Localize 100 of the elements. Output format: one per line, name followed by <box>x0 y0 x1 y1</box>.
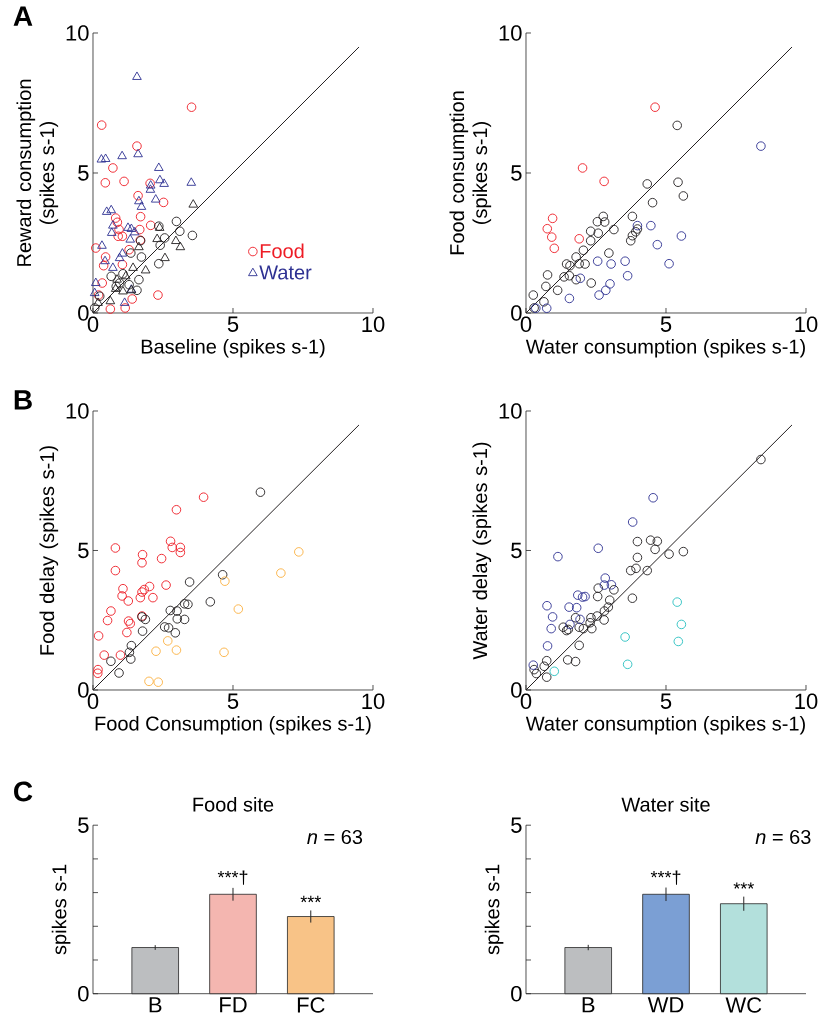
point <box>187 230 198 241</box>
point <box>106 227 117 236</box>
point <box>98 260 109 271</box>
y-axis-title: Water delay (spikes s-1) <box>472 442 492 660</box>
point <box>642 179 652 189</box>
point <box>632 220 643 231</box>
point <box>96 120 107 130</box>
point <box>154 258 164 269</box>
point <box>152 233 162 243</box>
point <box>528 660 539 670</box>
point <box>553 551 563 562</box>
point <box>559 272 569 282</box>
point <box>119 176 129 187</box>
point <box>631 563 641 574</box>
point <box>549 243 560 254</box>
point <box>622 659 633 670</box>
x-tick-label: 5 <box>660 693 672 709</box>
point <box>145 184 156 193</box>
point <box>160 252 170 262</box>
point <box>188 199 199 208</box>
point <box>601 285 611 296</box>
point <box>599 176 609 187</box>
point <box>585 236 596 246</box>
point <box>148 592 158 603</box>
point <box>115 650 126 660</box>
annotation: *** <box>733 882 754 889</box>
point <box>549 666 560 677</box>
point <box>546 623 556 634</box>
point <box>159 178 169 187</box>
point <box>625 236 636 246</box>
point <box>128 262 138 271</box>
point <box>117 259 128 270</box>
x-tick-label: WD <box>647 997 684 1013</box>
point <box>578 245 589 256</box>
point <box>137 558 147 568</box>
point <box>580 259 590 269</box>
point <box>220 576 230 586</box>
point <box>96 154 107 163</box>
point <box>106 606 116 616</box>
annotation: n = 63 <box>307 829 363 845</box>
y-tick-label: 5 <box>511 165 522 181</box>
point <box>571 252 581 262</box>
point <box>155 240 165 250</box>
point <box>106 656 116 667</box>
point <box>117 231 128 242</box>
point <box>574 234 584 244</box>
point <box>294 547 304 557</box>
point <box>123 222 133 231</box>
point <box>186 177 197 186</box>
point <box>122 627 132 638</box>
point <box>575 273 586 284</box>
point <box>170 628 181 638</box>
point <box>558 622 568 632</box>
point <box>564 293 575 304</box>
point <box>126 640 137 651</box>
point <box>606 580 617 590</box>
point <box>585 226 596 236</box>
point <box>528 290 539 300</box>
point <box>153 677 163 687</box>
point <box>114 668 124 678</box>
point <box>108 220 118 229</box>
x-tick-label: 5 <box>227 316 239 332</box>
point <box>571 274 581 285</box>
y-axis-title: Food consumption (spikes s-1) <box>449 91 492 255</box>
point <box>676 619 687 630</box>
x-tick-label: 5 <box>227 693 239 709</box>
point <box>678 191 689 201</box>
point <box>171 235 181 244</box>
point <box>135 211 146 222</box>
point <box>161 580 171 590</box>
x-axis-title: Water consumption (spikes s-1) <box>525 715 805 735</box>
annotation: *** <box>300 895 321 903</box>
x-axis-title: Baseline (spikes s-1) <box>141 338 325 358</box>
point <box>165 536 176 547</box>
point <box>163 636 173 646</box>
point <box>124 647 135 658</box>
point <box>647 197 658 208</box>
point <box>594 290 604 300</box>
point <box>541 655 552 666</box>
point <box>172 606 182 616</box>
point <box>140 614 151 625</box>
point <box>672 120 682 131</box>
point <box>570 656 581 667</box>
x-tick-label: 10 <box>362 316 385 333</box>
point <box>625 565 636 576</box>
y-tick-label: 10 <box>499 25 522 41</box>
point <box>114 252 125 262</box>
point <box>100 178 111 188</box>
point <box>134 195 144 205</box>
point <box>114 278 125 288</box>
point <box>186 102 197 112</box>
point <box>89 303 100 313</box>
x-tick-label: 10 <box>795 316 818 333</box>
y-tick-label: 5 <box>78 817 89 833</box>
point <box>565 260 575 271</box>
point <box>159 622 170 632</box>
point <box>599 606 610 616</box>
point <box>125 234 136 243</box>
y-tick-label: 10 <box>66 403 89 419</box>
point <box>110 543 121 553</box>
